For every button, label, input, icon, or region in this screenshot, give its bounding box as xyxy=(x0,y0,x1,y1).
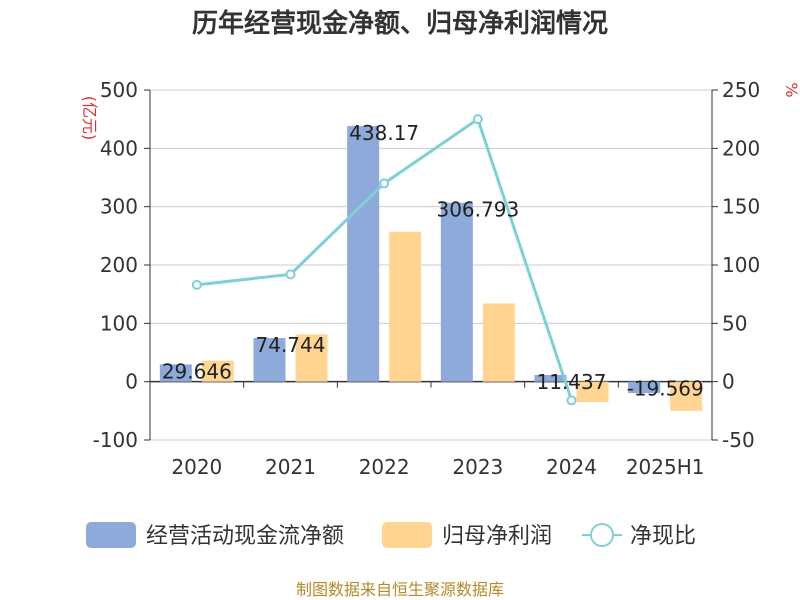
left-tick-label: 300 xyxy=(100,195,138,219)
bar-cashflow xyxy=(628,381,661,394)
bar-cashflow xyxy=(534,374,567,382)
legend-circle xyxy=(590,523,614,547)
right-tick-label: 150 xyxy=(722,195,760,219)
right-tick-label: 250 xyxy=(722,78,760,102)
bar-cashflow xyxy=(440,202,473,382)
data-labels: 29.646 74.744 438.17 306.793 11.437 -19.569 xyxy=(162,121,704,401)
right-tick-label: 50 xyxy=(722,311,747,335)
left-tick-label: 100 xyxy=(100,311,138,335)
right-tick-label: 200 xyxy=(722,136,760,160)
source-note: 制图数据来自恒生聚源数据库 xyxy=(296,580,504,599)
bar-net-profit xyxy=(482,303,515,382)
ratio-point xyxy=(285,269,296,280)
ratio-point xyxy=(191,279,202,290)
chart-title: 历年经营现金净额、归母净利润情况 xyxy=(192,8,608,39)
category-label: 2021 xyxy=(265,455,316,479)
ratio-line-path xyxy=(196,116,573,401)
left-tick-label: 200 xyxy=(100,253,138,277)
cashflow-data-label: 74.744 xyxy=(256,333,326,357)
ratio-point xyxy=(472,114,483,125)
legend-label: 归母净利润 xyxy=(442,524,552,549)
grid-lines xyxy=(150,89,712,441)
bar-net-profit xyxy=(201,360,234,382)
legend: 经营活动现金流净额 归母净利润 净现比 xyxy=(86,522,696,549)
right-tick-label: 100 xyxy=(722,253,760,277)
category-label: 2023 xyxy=(452,455,503,479)
legend-label: 净现比 xyxy=(630,524,696,549)
left-tick-label: 500 xyxy=(100,78,138,102)
left-tick-label: 0 xyxy=(125,370,138,394)
bar-net-profit xyxy=(576,381,609,403)
cashflow-data-label: 438.17 xyxy=(349,121,419,145)
bars xyxy=(159,126,703,411)
ratio-line xyxy=(191,114,577,406)
bar-cashflow xyxy=(253,338,286,382)
category-label: 2025H1 xyxy=(626,455,705,479)
cashflow-data-label: -19.569 xyxy=(627,377,704,401)
left-tick-label: 400 xyxy=(100,136,138,160)
ratio-point xyxy=(566,395,577,406)
cashflow-data-label: 29.646 xyxy=(162,359,232,383)
cashflow-data-label: 306.793 xyxy=(436,198,519,222)
ratio-point xyxy=(379,178,390,189)
legend-swatch xyxy=(382,522,432,548)
right-tick-label: 0 xyxy=(722,370,735,394)
bar-cashflow xyxy=(347,126,380,382)
category-label: 2022 xyxy=(359,455,410,479)
left-axis-unit: (亿元) xyxy=(80,96,99,141)
bar-cashflow xyxy=(159,364,192,382)
bar-net-profit xyxy=(670,381,703,411)
legend-label: 经营活动现金流净额 xyxy=(146,524,344,549)
right-tick-label: -50 xyxy=(722,428,755,452)
category-label: 2024 xyxy=(546,455,597,479)
cashflow-data-label: 11.437 xyxy=(537,370,607,394)
right-axis-unit: % xyxy=(782,82,800,97)
legend-swatch xyxy=(86,522,136,548)
bar-net-profit xyxy=(295,334,328,382)
axes: -100 0 100 200 300 400 500 -50 0 50 100 150 200 250 20… xyxy=(93,78,761,479)
left-tick-label: -100 xyxy=(93,428,138,452)
category-label: 2020 xyxy=(171,455,222,479)
bar-net-profit xyxy=(389,231,422,382)
